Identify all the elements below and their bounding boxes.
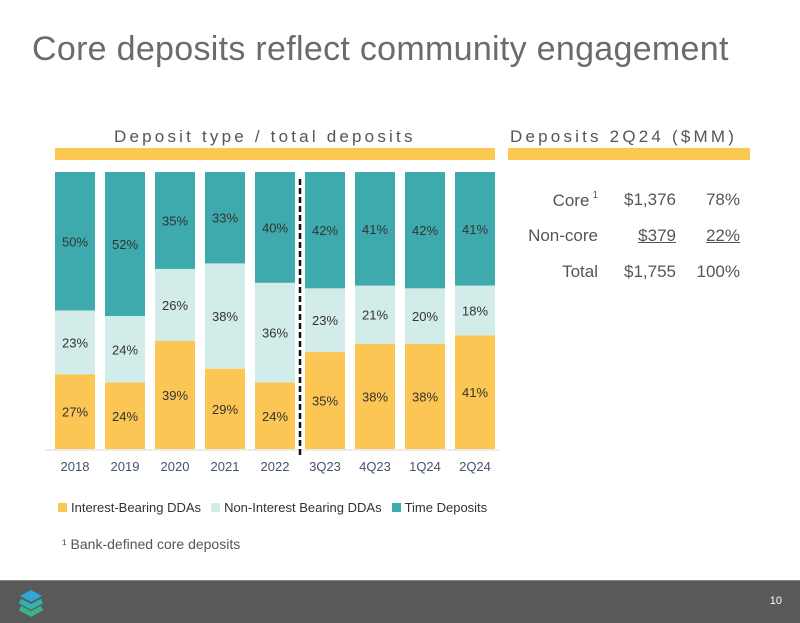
- data-label: 39%: [162, 388, 188, 403]
- bar-segment: [305, 172, 345, 289]
- row-pct: 22%: [705, 226, 740, 245]
- bar-segment: [155, 172, 195, 269]
- page-title: Core deposits reflect community engageme…: [32, 30, 729, 68]
- bar-segment: [455, 172, 495, 286]
- bar-segment: [455, 285, 495, 336]
- bar-segment: [55, 374, 95, 449]
- x-tick-label: 3Q23: [309, 459, 341, 474]
- table-header: Deposits 2Q24 ($MM): [510, 127, 738, 146]
- bar-segment: [205, 368, 245, 449]
- legend-label: Time Deposits: [404, 500, 488, 515]
- x-tick-label: 2021: [211, 459, 240, 474]
- legend-item: Interest-Bearing DDAs: [58, 500, 201, 515]
- legend-swatch: [211, 503, 221, 512]
- row-label: Non-core: [528, 226, 598, 245]
- x-tick-label: 2018: [61, 459, 90, 474]
- data-label: 41%: [462, 385, 488, 400]
- legend-swatch: [391, 503, 401, 512]
- footnote: ¹ Bank-defined core deposits: [62, 536, 241, 552]
- bar-segment: [255, 172, 295, 283]
- footer-bar: 10: [0, 580, 800, 623]
- data-label: 50%: [62, 234, 88, 249]
- legend-item: Non-Interest Bearing DDAs: [211, 500, 382, 515]
- bar-segment: [155, 340, 195, 449]
- x-tick-label: 2020: [161, 459, 190, 474]
- bar-segment: [355, 172, 395, 286]
- data-label: 35%: [162, 213, 188, 228]
- bar-segment: [455, 335, 495, 449]
- bar-segment: [55, 172, 95, 311]
- x-tick-label: 1Q24: [409, 459, 441, 474]
- data-label: 27%: [62, 405, 88, 420]
- data-label: 29%: [212, 402, 238, 417]
- data-label: 24%: [112, 342, 138, 357]
- bar-segment: [105, 316, 145, 383]
- bar-segment: [255, 382, 295, 449]
- footnote-marker: 1: [592, 189, 598, 201]
- legend-label: Non-Interest Bearing DDAs: [224, 500, 382, 515]
- table-header-underline: [508, 148, 750, 160]
- data-label: 42%: [412, 223, 438, 238]
- bar-segment: [105, 172, 145, 317]
- data-label: 18%: [462, 304, 488, 319]
- bar-segment: [105, 382, 145, 449]
- bar-segment: [355, 343, 395, 449]
- data-label: 23%: [312, 313, 338, 328]
- deposits-table: Core 1 $1,376 78% Non-core $379 22% Total…: [505, 182, 740, 290]
- row-amount: $1,376: [624, 190, 676, 209]
- data-label: 24%: [112, 409, 138, 424]
- data-label: 20%: [412, 309, 438, 324]
- chart-header: Deposit type / total deposits: [114, 127, 416, 146]
- bar-segment: [55, 310, 95, 375]
- row-label: Total: [562, 262, 598, 281]
- chart-legend: Interest-Bearing DDAs Non-Interest Bearin…: [58, 500, 491, 515]
- legend-swatch: [58, 503, 67, 512]
- data-label: 33%: [212, 211, 238, 226]
- table-row-total: Total $1,755 100%: [505, 254, 740, 290]
- row-pct: 78%: [705, 190, 740, 209]
- bar-segment: [255, 282, 295, 383]
- table-row-noncore: Non-core $379 22%: [505, 218, 740, 254]
- bar-segment: [355, 285, 395, 344]
- row-amount: $379: [638, 226, 676, 245]
- table-row-core: Core 1 $1,376 78%: [505, 182, 740, 218]
- stacked-bar-chart: 27% 23% 50% 2018 24% 24% 52% 2019 39% 26% 35% 2020 2…: [45, 172, 500, 474]
- data-label: 24%: [262, 409, 288, 424]
- row-pct: 100%: [696, 262, 740, 281]
- chart-header-underline: [55, 148, 495, 160]
- bar-segment: [305, 288, 345, 353]
- data-label: 23%: [62, 335, 88, 350]
- data-label: 38%: [412, 389, 438, 404]
- data-label: 40%: [262, 220, 288, 235]
- data-label: 26%: [162, 298, 188, 313]
- data-label: 35%: [312, 394, 338, 409]
- bar-segment: [205, 172, 245, 264]
- data-label: 36%: [262, 326, 288, 341]
- x-tick-label: 2Q24: [459, 459, 491, 474]
- page-number: 10: [769, 595, 782, 607]
- x-tick-label: 2019: [111, 459, 140, 474]
- bar-segment: [405, 172, 445, 289]
- legend-label: Interest-Bearing DDAs: [71, 500, 202, 515]
- bar-segment: [155, 268, 195, 341]
- row-amount: $1,755: [624, 262, 676, 281]
- row-label: Core: [552, 190, 590, 210]
- bar-segment: [405, 343, 445, 449]
- bar-segment: [205, 263, 245, 369]
- bar-segment: [405, 288, 445, 344]
- bar-segment: [305, 352, 345, 449]
- data-label: 38%: [212, 309, 238, 324]
- data-label: 38%: [362, 389, 388, 404]
- x-tick-label: 4Q23: [359, 459, 391, 474]
- data-label: 41%: [462, 222, 488, 237]
- data-label: 42%: [312, 223, 338, 238]
- legend-item: Time Deposits: [391, 500, 488, 515]
- logo-icon: [18, 590, 44, 617]
- data-label: 21%: [362, 308, 388, 323]
- data-label: 41%: [362, 222, 388, 237]
- data-label: 52%: [112, 237, 138, 252]
- x-tick-label: 2022: [261, 459, 290, 474]
